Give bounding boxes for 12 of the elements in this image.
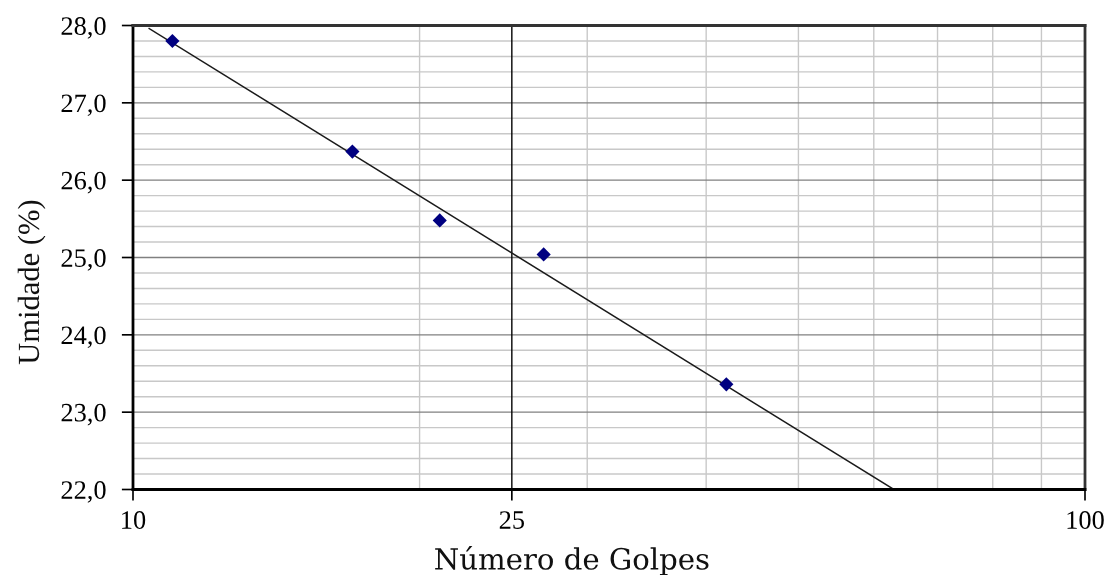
y-tick-label: 26,0 (61, 171, 106, 194)
y-tick-label: 22,0 (61, 481, 106, 503)
y-axis-title: Umidade (%) (17, 200, 46, 365)
x-tick-label: 100 (1067, 511, 1104, 529)
y-tick-label: 28,0 (61, 17, 106, 39)
y-tick-label: 23,0 (61, 403, 106, 426)
x-tick-label: 10 (122, 511, 146, 529)
y-tick-label: 24,0 (61, 326, 106, 349)
y-tick-label: 27,0 (61, 94, 106, 117)
x-tick-label: 25 (499, 511, 524, 529)
y-tick-label: 25,0 (61, 249, 106, 271)
x-axis-title: Número de Golpes (435, 546, 709, 575)
